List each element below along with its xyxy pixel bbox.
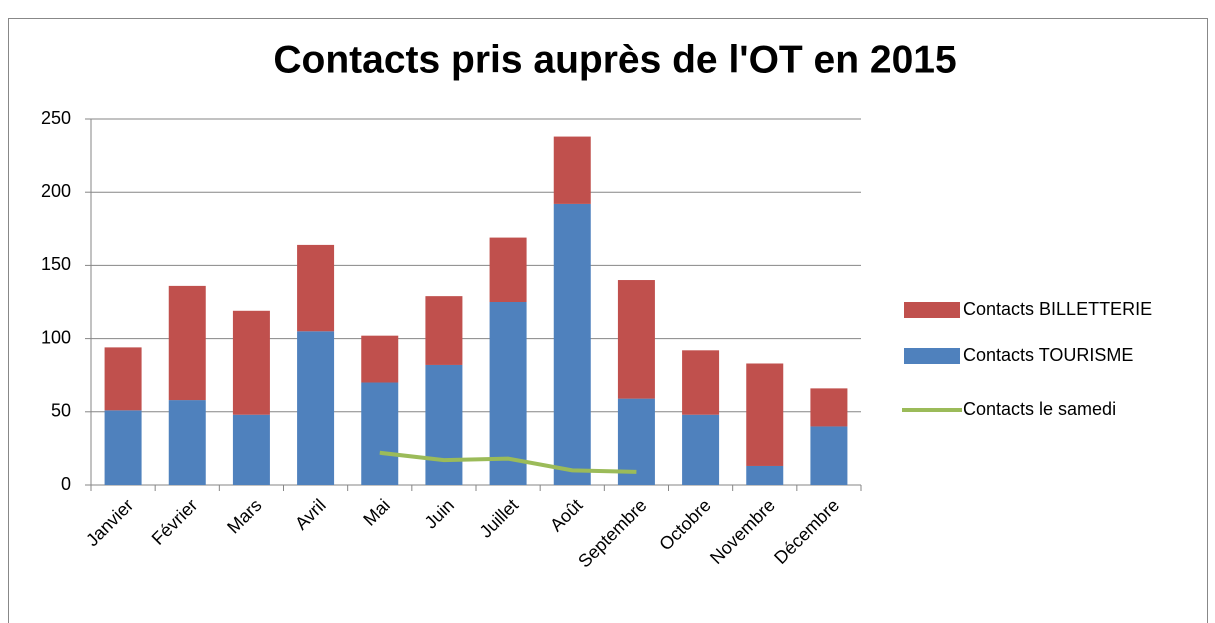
y-tick-label: 0 [61, 474, 71, 494]
y-tick-label: 200 [41, 181, 71, 201]
bar [232, 310, 270, 415]
y-tick-label: 50 [51, 401, 71, 421]
bar [232, 414, 270, 485]
bar [553, 203, 591, 486]
bar [810, 388, 848, 427]
legend-label: Contacts BILLETTERIE [963, 299, 1152, 319]
bar [361, 335, 399, 383]
bar [361, 382, 399, 485]
bar [168, 285, 206, 401]
legend-swatch [904, 348, 960, 364]
bar [489, 237, 527, 302]
bar [297, 331, 335, 485]
y-tick-label: 250 [41, 108, 71, 128]
bar [746, 363, 784, 466]
bar [746, 465, 784, 485]
bar [425, 364, 463, 485]
bar [104, 347, 142, 411]
line-series [379, 450, 637, 474]
chart-title: Contacts pris auprès de l'OT en 2015 [273, 38, 956, 81]
bar [682, 350, 720, 415]
bar [682, 414, 720, 485]
bar [104, 410, 142, 485]
bar [553, 136, 591, 204]
legend-label: Contacts le samedi [963, 399, 1116, 419]
bar [489, 302, 527, 485]
y-tick-label: 150 [41, 254, 71, 274]
legend-swatch [904, 302, 960, 318]
bar [297, 244, 335, 332]
bar [810, 426, 848, 485]
y-tick-label: 100 [41, 327, 71, 347]
bar [168, 400, 206, 485]
legend-label: Contacts TOURISME [963, 345, 1133, 365]
bar [425, 296, 463, 365]
bar [617, 280, 655, 399]
